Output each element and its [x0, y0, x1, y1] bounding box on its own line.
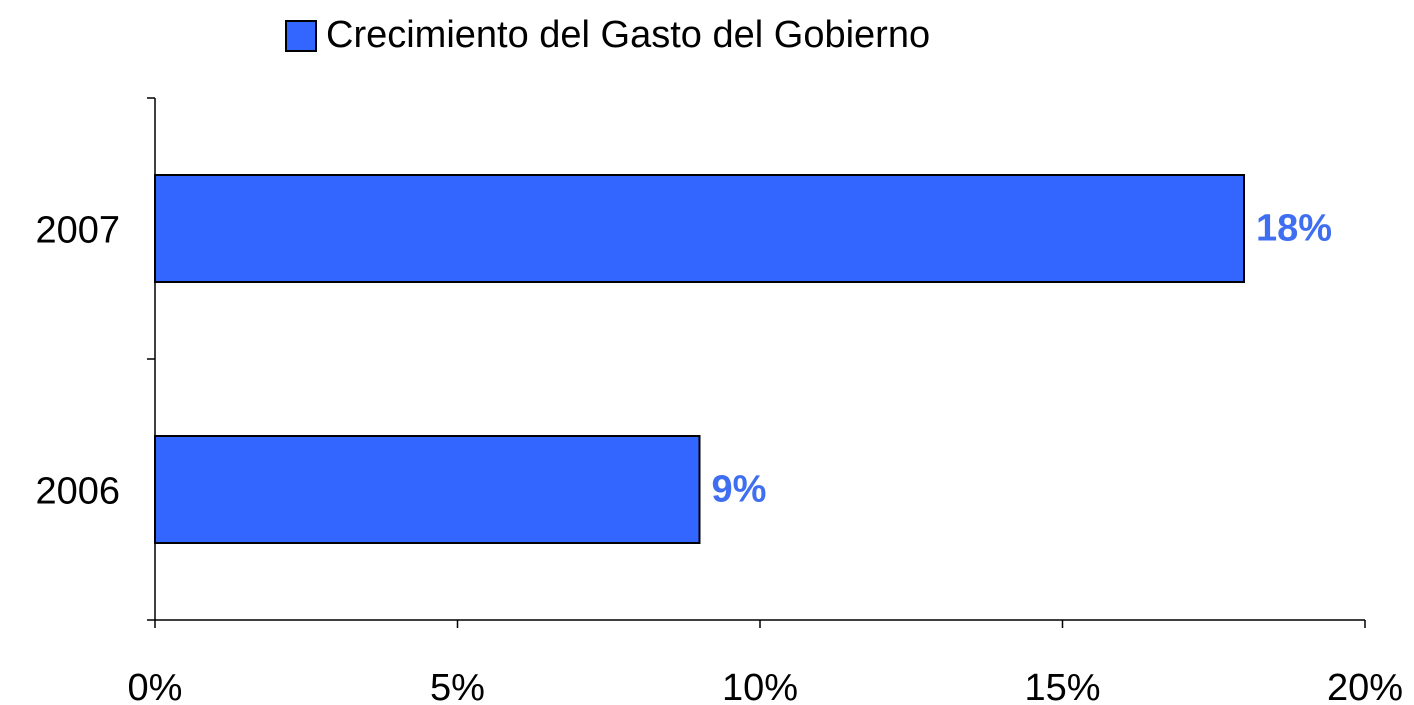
legend-swatch: [285, 20, 317, 52]
legend-label: Crecimiento del Gasto del Gobierno: [326, 14, 930, 56]
x-tick-label: 15%: [1024, 667, 1100, 705]
x-tick-label: 20%: [1327, 667, 1403, 705]
value-label: 9%: [712, 469, 767, 511]
y-tick-label: 2006: [35, 471, 120, 513]
value-label: 18%: [1256, 208, 1332, 250]
bar: [154, 173, 1245, 284]
y-tick-label: 2007: [35, 210, 120, 252]
x-tick-label: 5%: [430, 667, 485, 705]
bar: [154, 434, 701, 545]
x-tick-label: 10%: [722, 667, 798, 705]
x-tick-label: 0%: [128, 667, 183, 705]
